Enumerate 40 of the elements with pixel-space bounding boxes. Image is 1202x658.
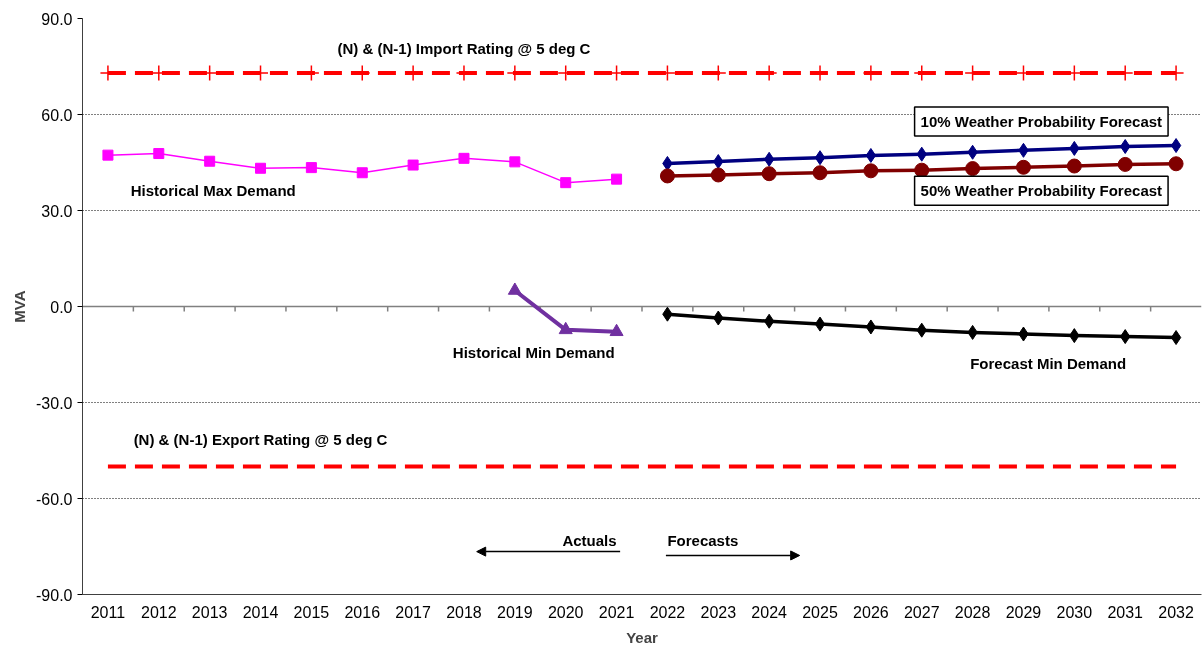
x-tick-label: 2018 xyxy=(446,603,482,621)
series-label: 50% Weather Probability Forecast xyxy=(920,182,1163,200)
x-axis-title: Year xyxy=(626,628,659,646)
x-tick-label: 2024 xyxy=(751,603,788,621)
y-tick-label: -30.0 xyxy=(36,394,73,412)
x-tick-label: 2021 xyxy=(598,603,635,621)
y-tick-label: -60.0 xyxy=(36,490,73,508)
y-axis-title: MVA xyxy=(11,290,29,323)
y-tick-label: 30.0 xyxy=(41,202,73,220)
x-tick-label: 2014 xyxy=(242,603,279,621)
x-tick-label: 2026 xyxy=(853,603,889,621)
x-tick-label: 2019 xyxy=(497,603,533,621)
y-tick-label: -90.0 xyxy=(36,586,73,604)
x-tick-label: 2011 xyxy=(90,603,126,621)
x-tick-label: 2017 xyxy=(395,603,432,621)
series-label: Historical Min Demand xyxy=(452,344,615,362)
x-tick-label: 2022 xyxy=(649,603,686,621)
x-tick-label: 2027 xyxy=(903,603,940,621)
annotation: Forecasts xyxy=(667,532,739,550)
x-tick-label: 2012 xyxy=(141,603,177,621)
series-label: (N) & (N-1) Export Rating @ 5 deg C xyxy=(133,431,388,448)
x-tick-label: 2029 xyxy=(1005,603,1042,621)
series-label: 10% Weather Probability Forecast xyxy=(920,113,1163,131)
x-tick-label: 2030 xyxy=(1056,603,1093,621)
x-tick-label: 2020 xyxy=(547,603,584,621)
y-tick-label: 90.0 xyxy=(41,10,73,28)
x-tick-label: 2015 xyxy=(293,603,330,621)
x-tick-label: 2032 xyxy=(1158,603,1194,621)
x-tick-label: 2013 xyxy=(191,603,228,621)
x-tick-label: 2031 xyxy=(1107,603,1144,621)
x-tick-label: 2028 xyxy=(954,603,991,621)
x-tick-label: 2025 xyxy=(802,603,838,621)
series-label: Forecast Min Demand xyxy=(970,355,1127,373)
y-tick-label: 60.0 xyxy=(41,106,73,124)
y-tick-label: 0.0 xyxy=(50,298,73,316)
series-label: Historical Max Demand xyxy=(130,181,296,199)
x-tick-label: 2023 xyxy=(700,603,737,621)
annotation: Actuals xyxy=(562,532,617,550)
series-label: (N) & (N-1) Import Rating @ 5 deg C xyxy=(337,40,591,58)
x-tick-label: 2016 xyxy=(344,603,381,621)
